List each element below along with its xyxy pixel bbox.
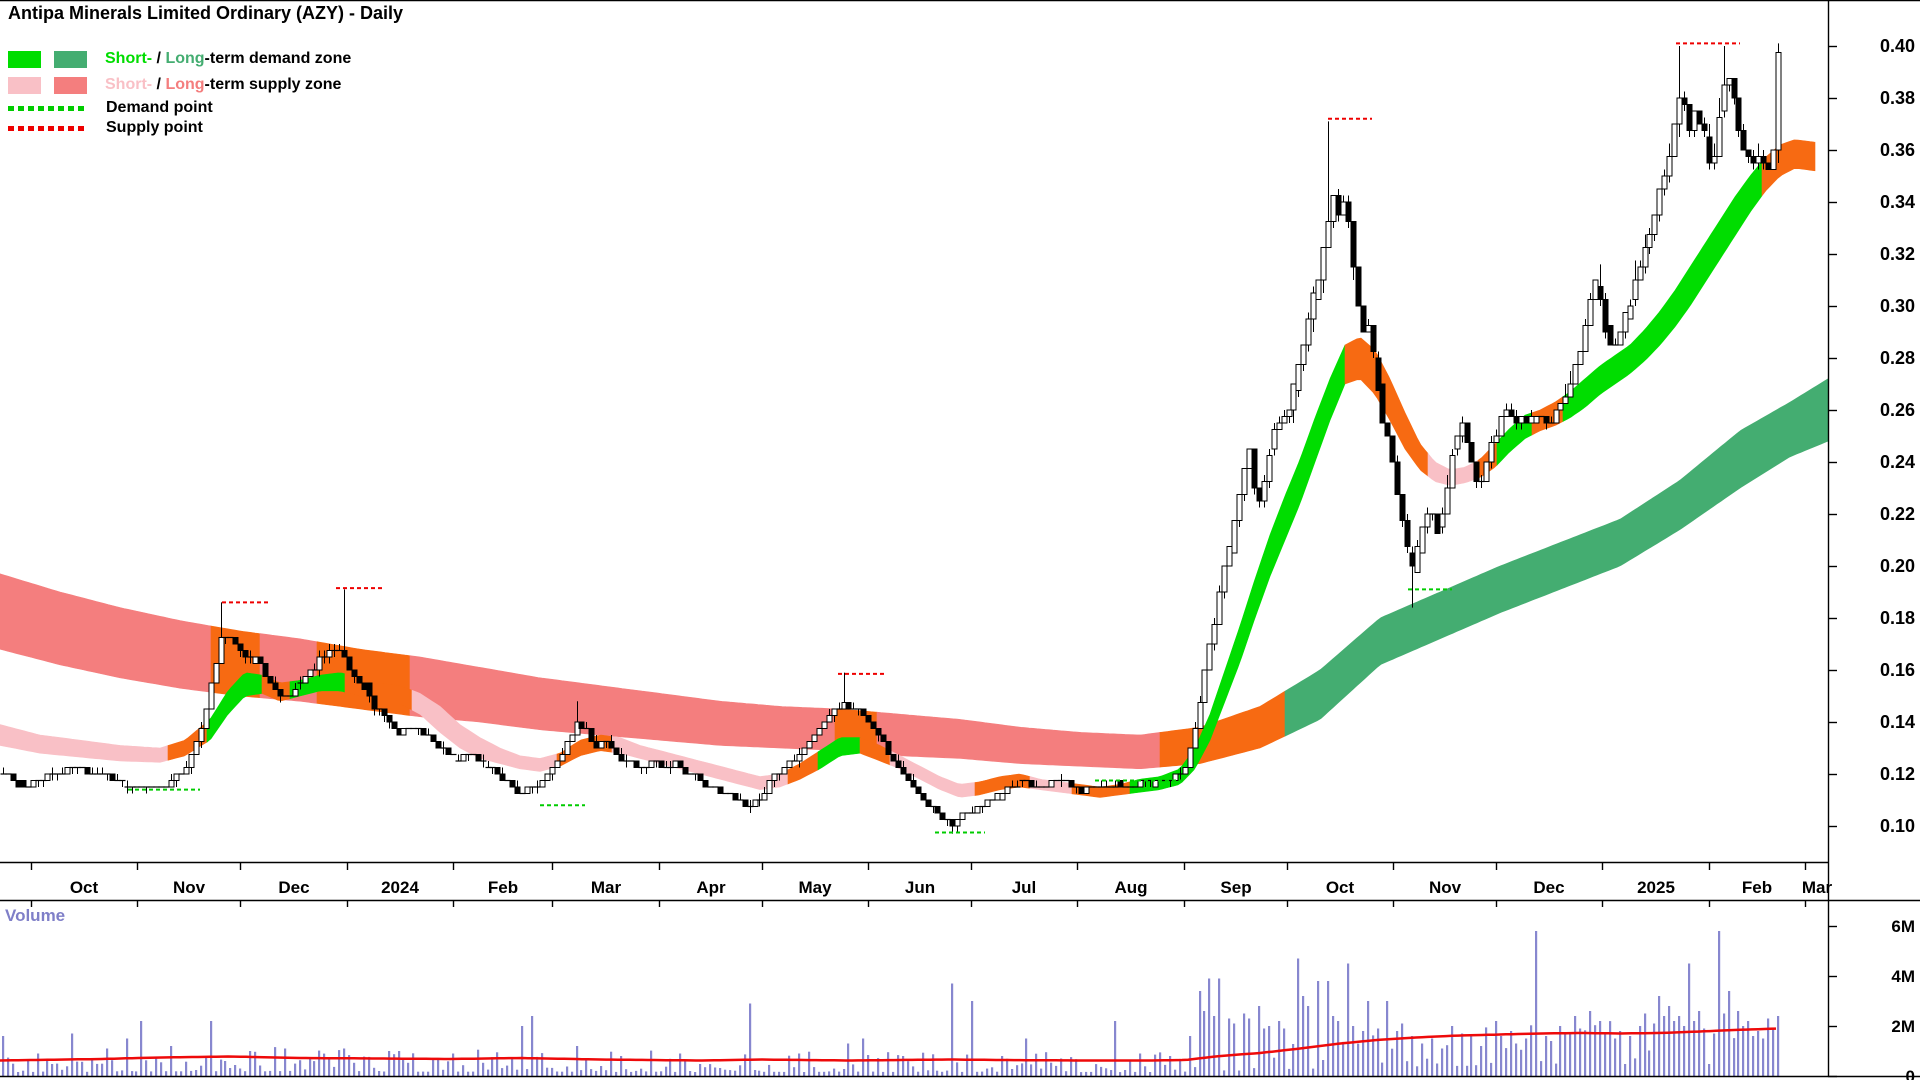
legend-label: Supply point bbox=[106, 119, 203, 136]
x-axis-label: Feb bbox=[1742, 878, 1772, 897]
demand-points-layer bbox=[128, 588, 1452, 834]
x-axis-label: Oct bbox=[1326, 878, 1355, 897]
price-axis-label: 0.30 bbox=[1880, 296, 1915, 316]
long-supply-swatch bbox=[54, 76, 87, 94]
price-axis-label: 0.20 bbox=[1880, 556, 1915, 576]
x-axis-label: Dec bbox=[278, 878, 309, 897]
legend-item-demand-point: Demand point bbox=[8, 98, 351, 118]
price-axis-label: 0.10 bbox=[1880, 816, 1915, 836]
volume-axis-label: 6M bbox=[1891, 917, 1915, 936]
price-axis-label: 0.12 bbox=[1880, 764, 1915, 784]
volume-ma-line bbox=[0, 1027, 1777, 1062]
supply-points-layer bbox=[222, 42, 1740, 675]
x-axis-label: Apr bbox=[696, 878, 726, 897]
x-axis-label: Aug bbox=[1114, 878, 1147, 897]
volume-axis-label: 0 bbox=[1906, 1067, 1915, 1080]
x-axis-label: Jul bbox=[1012, 878, 1037, 897]
x-axis-label: Feb bbox=[488, 878, 518, 897]
price-axis-label: 0.28 bbox=[1880, 348, 1915, 368]
price-axis: 0.40 0.38 0.36 0.34 0.32 0.30 0.28 0.26 0.24 0.22… bbox=[1828, 36, 1915, 836]
demand-point-line-sample bbox=[8, 105, 88, 111]
price-axis-label: 0.24 bbox=[1880, 452, 1915, 472]
volume-axis-label: 2M bbox=[1891, 1017, 1915, 1036]
x-axis-label: Nov bbox=[173, 878, 206, 897]
price-axis-label: 0.38 bbox=[1880, 88, 1915, 108]
x-axis: Oct Nov Dec 2024 Feb Mar Apr May Jun Jul Aug Sep Oct… bbox=[30, 862, 1833, 907]
price-axis-label: 0.40 bbox=[1880, 36, 1915, 56]
supply-point-line-sample bbox=[8, 125, 88, 131]
volume-axis: 6M 4M 2M 0 Volume bbox=[5, 906, 1915, 1080]
price-axis-label: 0.32 bbox=[1880, 244, 1915, 264]
price-axis-label: 0.22 bbox=[1880, 504, 1915, 524]
legend-item-supply-zone: Short- / Long-term supply zone bbox=[8, 72, 351, 98]
candles-layer bbox=[0, 43, 1782, 834]
price-axis-label: 0.34 bbox=[1880, 192, 1915, 212]
legend-label: Short- / Long-term supply zone bbox=[105, 76, 342, 93]
chart-title: Antipa Minerals Limited Ordinary (AZY) -… bbox=[8, 3, 404, 23]
legend: Short- / Long-term demand zone Short- / L… bbox=[8, 46, 351, 138]
x-axis-label: 2025 bbox=[1637, 878, 1675, 897]
legend-item-demand-zone: Short- / Long-term demand zone bbox=[8, 46, 351, 72]
price-axis-label: 0.14 bbox=[1880, 712, 1915, 732]
x-axis-label: Mar bbox=[591, 878, 622, 897]
x-axis-label: May bbox=[798, 878, 832, 897]
legend-item-supply-point: Supply point bbox=[8, 118, 351, 138]
legend-label: Demand point bbox=[106, 99, 213, 116]
legend-label: Short- / Long-term demand zone bbox=[105, 50, 352, 67]
price-axis-label: 0.16 bbox=[1880, 660, 1915, 680]
x-axis-label: Oct bbox=[70, 878, 99, 897]
x-axis-label: Dec bbox=[1533, 878, 1564, 897]
long-demand-swatch bbox=[54, 50, 87, 68]
short-supply-swatch bbox=[8, 76, 41, 94]
price-axis-label: 0.26 bbox=[1880, 400, 1915, 420]
volume-bars-layer bbox=[2, 931, 1780, 1076]
x-axis-label: Nov bbox=[1429, 878, 1462, 897]
volume-panel-title: Volume bbox=[5, 906, 65, 925]
x-axis-label: Jun bbox=[905, 878, 935, 897]
x-axis-label: 2024 bbox=[381, 878, 419, 897]
short-demand-swatch bbox=[8, 50, 41, 68]
x-axis-label: Mar bbox=[1802, 878, 1833, 897]
price-axis-label: 0.36 bbox=[1880, 140, 1915, 160]
long-term-zone-ribbon bbox=[0, 378, 1828, 770]
price-axis-label: 0.18 bbox=[1880, 608, 1915, 628]
volume-axis-label: 4M bbox=[1891, 967, 1915, 986]
x-axis-label: Sep bbox=[1220, 878, 1251, 897]
